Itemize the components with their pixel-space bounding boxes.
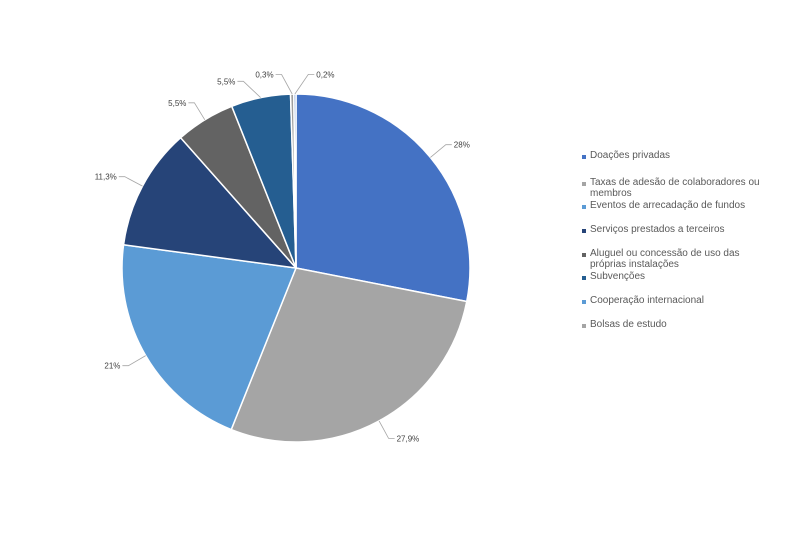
leader-line: [118, 176, 143, 187]
pie-slice: [230, 267, 468, 443]
legend-item: Subvenções: [582, 271, 762, 282]
legend-marker: [582, 205, 586, 209]
leader-lines: [118, 74, 452, 439]
leader-line: [237, 80, 261, 98]
legend-label: Bolsas de estudo: [590, 319, 667, 330]
data-label: 11,3%: [95, 173, 117, 182]
data-label: 0,2%: [316, 70, 334, 79]
data-label: 0,3%: [255, 71, 273, 80]
legend-item: Bolsas de estudo: [582, 319, 762, 330]
pie-slices: [121, 93, 471, 443]
legend-item: Eventos de arrecadação de fundos: [582, 200, 762, 211]
legend-label: Cooperação internacional: [590, 295, 704, 306]
data-label: 28%: [454, 141, 470, 150]
legend-item: Doações privadas: [582, 150, 762, 161]
legend-marker: [582, 155, 586, 159]
legend-marker: [582, 300, 586, 304]
legend-item: Taxas de adesão de colaboradores ou memb…: [582, 177, 762, 199]
pie-slice: [121, 243, 298, 431]
legend-label: Taxas de adesão de colaboradores ou memb…: [590, 177, 760, 199]
legend-label: Eventos de arrecadação de fundos: [590, 200, 746, 211]
legend-label: Serviços prestados a terceiros: [590, 224, 725, 235]
legend-marker: [582, 276, 586, 280]
legend-marker: [582, 229, 586, 233]
legend-item: Cooperação internacional: [582, 295, 762, 306]
legend-label: Aluguel ou concessão de uso das próprias…: [590, 248, 740, 270]
data-label: 5,5%: [168, 99, 186, 108]
pie-slice: [295, 93, 471, 303]
legend-marker: [582, 182, 586, 186]
legend-label: Doações privadas: [590, 150, 671, 161]
legend-item: Aluguel ou concessão de uso das próprias…: [582, 248, 762, 270]
legend-marker: [582, 324, 586, 328]
leader-line: [122, 355, 146, 367]
data-label: 5,5%: [217, 77, 235, 86]
leader-line: [430, 144, 452, 158]
leader-line: [188, 102, 206, 121]
data-labels: 28% 27,9% 21% 11,3% 5,5% 5,5% 0,3% 0,2%: [95, 70, 470, 443]
legend-item: Serviços prestados a terceiros: [582, 224, 762, 235]
leader-line: [294, 74, 315, 95]
legend-label: Subvenções: [590, 271, 646, 282]
leader-line: [275, 74, 293, 95]
leader-line: [378, 420, 395, 439]
legend-marker: [582, 253, 586, 257]
data-label: 27,9%: [397, 434, 420, 443]
data-label: 21%: [104, 362, 120, 371]
